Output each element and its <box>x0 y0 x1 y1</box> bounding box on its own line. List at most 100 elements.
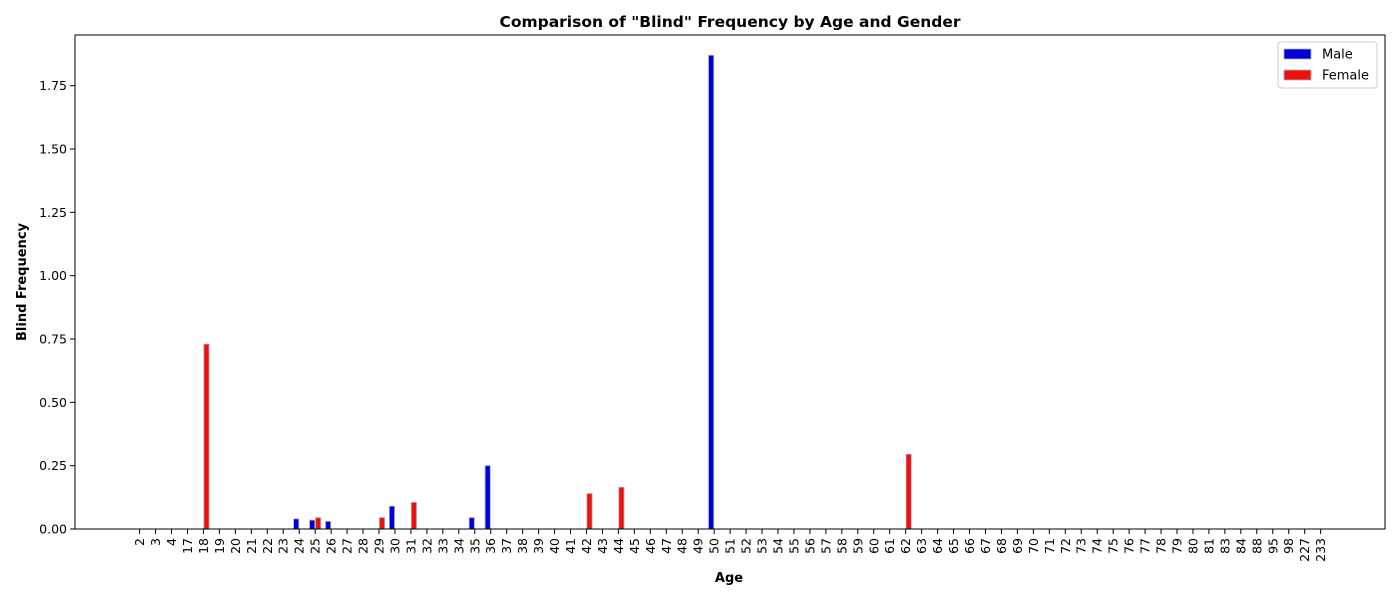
x-tick-label: 56 <box>802 538 817 554</box>
x-tick-label: 30 <box>387 538 402 554</box>
x-tick-label: 42 <box>579 538 594 554</box>
x-tick-label: 38 <box>515 538 530 554</box>
x-tick-label: 34 <box>451 538 466 554</box>
x-tick-label: 71 <box>1042 538 1057 554</box>
x-tick-label: 88 <box>1249 538 1264 554</box>
x-tick-label: 65 <box>946 538 961 554</box>
x-tick-label: 2 <box>132 538 147 546</box>
x-tick-label: 22 <box>260 538 275 554</box>
x-tick-label: 63 <box>914 538 929 554</box>
x-tick-label: 45 <box>627 538 642 554</box>
x-tick-label: 66 <box>962 538 977 554</box>
x-tick-label: 76 <box>1122 538 1137 554</box>
bar-male-24 <box>293 518 300 530</box>
x-tick-label: 29 <box>372 538 387 554</box>
x-tick-label: 64 <box>930 538 945 554</box>
x-tick-label: 50 <box>707 538 722 554</box>
x-tick-label: 83 <box>1217 538 1232 554</box>
x-tick-label: 47 <box>659 538 674 554</box>
chart-title: Comparison of "Blind" Frequency by Age a… <box>499 13 960 31</box>
x-tick-label: 23 <box>276 538 291 554</box>
x-tick-label: 25 <box>308 538 323 554</box>
x-tick-label: 95 <box>1265 538 1280 554</box>
x-tick-label: 44 <box>611 538 626 554</box>
y-tick-label: 1.00 <box>39 268 67 283</box>
x-tick-label: 17 <box>180 538 195 554</box>
y-tick-label: 0.75 <box>39 332 67 347</box>
x-tick-label: 57 <box>818 538 833 554</box>
x-tick-label: 19 <box>212 538 227 554</box>
x-tick-label: 74 <box>1090 538 1105 554</box>
x-tick-label: 81 <box>1201 538 1216 554</box>
x-axis-label: Age <box>715 571 743 586</box>
x-tick-label: 27 <box>340 538 355 554</box>
x-tick-label: 48 <box>675 538 690 554</box>
x-tick-label: 80 <box>1185 538 1200 554</box>
x-tick-label: 26 <box>324 538 339 554</box>
x-tick-label: 49 <box>691 538 706 554</box>
x-tick-label: 233 <box>1313 538 1328 562</box>
legend-label-female: Female <box>1322 69 1369 84</box>
y-tick-label: 0.00 <box>39 522 67 537</box>
x-tick-label: 20 <box>228 538 243 554</box>
x-tick-label: 39 <box>531 538 546 554</box>
legend-label-male: Male <box>1322 48 1353 63</box>
legend-swatch-female <box>1283 69 1312 81</box>
y-axis-label: Blind Frequency <box>15 222 30 341</box>
bar-male-30 <box>388 505 395 530</box>
x-tick-label: 35 <box>467 538 482 554</box>
y-tick-label: 0.25 <box>39 458 67 473</box>
x-tick-label: 78 <box>1154 538 1169 554</box>
x-tick-label: 69 <box>1010 538 1025 554</box>
y-tick-label: 0.50 <box>39 395 67 410</box>
x-tick-label: 41 <box>563 538 578 554</box>
x-tick-label: 3 <box>148 538 163 546</box>
x-tick-label: 31 <box>403 538 418 554</box>
x-tick-label: 60 <box>866 538 881 554</box>
x-tick-label: 21 <box>244 538 259 554</box>
x-tick-label: 77 <box>1138 538 1153 554</box>
x-tick-label: 37 <box>499 538 514 554</box>
x-tick-label: 43 <box>595 538 610 554</box>
bar-female-25 <box>315 517 322 530</box>
x-axis-ticks: 2 3 4 17 18 19 20 21 22 23 24 25 26 27 28 29 30 31 32 33 34 3… <box>132 529 1328 562</box>
x-tick-label: 72 <box>1058 538 1073 554</box>
x-tick-label: 28 <box>356 538 371 554</box>
x-tick-label: 18 <box>196 538 211 554</box>
x-tick-label: 227 <box>1297 538 1312 562</box>
x-tick-label: 53 <box>755 538 770 554</box>
y-tick-label: 1.25 <box>39 205 67 220</box>
plot-frame <box>74 34 1386 530</box>
x-tick-label: 46 <box>643 538 658 554</box>
x-tick-label: 54 <box>771 538 786 554</box>
x-tick-label: 68 <box>994 538 1009 554</box>
y-tick-label: 1.75 <box>39 78 67 93</box>
x-tick-label: 55 <box>786 538 801 554</box>
x-tick-label: 59 <box>850 538 865 554</box>
x-tick-label: 84 <box>1233 538 1248 554</box>
x-tick-label: 73 <box>1074 538 1089 554</box>
bar-male-50 <box>708 54 715 530</box>
bar-female-42 <box>586 493 593 530</box>
x-tick-label: 61 <box>882 538 897 554</box>
bar-male-25 <box>309 519 316 530</box>
x-tick-label: 24 <box>292 538 307 554</box>
bar-male-35 <box>468 517 475 530</box>
y-tick-label: 1.50 <box>39 142 67 157</box>
x-tick-label: 70 <box>1026 538 1041 554</box>
x-tick-label: 67 <box>978 538 993 554</box>
x-tick-label: 36 <box>483 538 498 554</box>
x-tick-label: 32 <box>419 538 434 554</box>
bar-female-31 <box>410 501 417 530</box>
bar-female-29 <box>378 517 385 530</box>
x-tick-label: 52 <box>739 538 754 554</box>
legend: Male Female <box>1277 41 1378 89</box>
x-tick-label: 75 <box>1106 538 1121 554</box>
legend-swatch-male <box>1283 48 1312 60</box>
x-tick-label: 79 <box>1170 538 1185 554</box>
bars-group <box>203 54 912 530</box>
x-tick-label: 62 <box>898 538 913 554</box>
x-tick-label: 40 <box>547 538 562 554</box>
